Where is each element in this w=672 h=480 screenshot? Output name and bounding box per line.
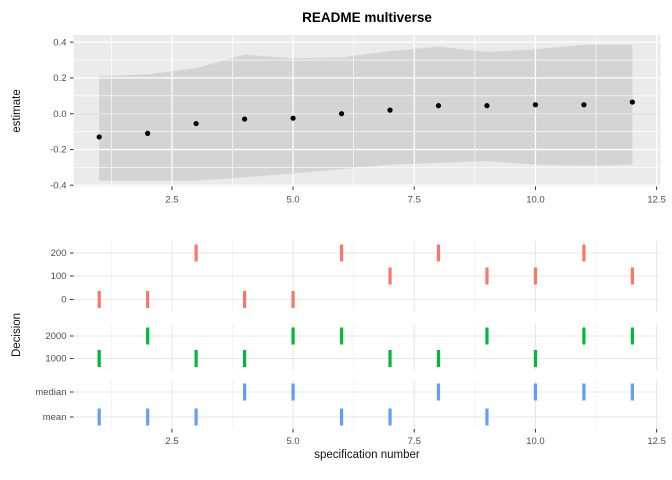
y-tick-label: 0.4 [53,37,66,48]
decision-tick [339,327,344,345]
estimate-panel [73,35,661,187]
decision-tick [485,267,489,285]
estimate-points [96,99,635,140]
decision-tick [243,383,247,401]
decision-tick [630,327,634,345]
decision-tick [533,267,538,285]
decision-tick [436,244,441,262]
decision-row-label: median [35,387,66,398]
decision-tick [97,291,101,308]
decision-tick [388,408,392,426]
decision-tick [146,408,150,426]
decision-tick [485,408,489,426]
x-tick-label: 10.0 [526,436,545,447]
x-tick-label: 7.5 [408,195,421,206]
estimate-point [435,103,442,109]
decision-tick [291,383,295,401]
top-axes: 2.5 5.0 7.5 10.0 12.5 0.4 0.2 0.0 -0.2 -0.4 [50,37,666,205]
estimate-point [581,102,587,108]
estimate-point [145,130,151,136]
decision-tick [533,383,538,401]
top-gridlines [73,35,661,187]
decision-row-label: mean [43,412,67,423]
x-tick-label: 2.5 [165,436,178,447]
decision-tick [194,350,198,367]
decision-tick [194,408,198,426]
decision-row-label: 0 [61,295,66,306]
estimate-point [338,111,345,117]
estimate-point [242,116,248,122]
estimate-point [629,99,635,105]
decision-tick [339,244,344,262]
estimate-point [96,134,102,140]
x-tick-label: 7.5 [408,436,421,447]
x-tick-label: 12.5 [647,195,666,206]
x-tick-label: 5.0 [286,436,299,447]
decision-tick [582,383,586,401]
decision-tick [582,244,586,262]
decision-tick [388,267,392,285]
decision-tick [146,291,150,308]
x-tick-label: 12.5 [647,436,666,447]
decision-tick [291,327,295,345]
decision-tick [582,327,586,345]
decision-tick [436,350,441,367]
decision-tick [630,383,634,401]
top-y-axis-title: estimate [11,89,23,133]
estimate-point [387,107,393,113]
decision-row-label: 2000 [45,331,66,342]
decision-row-label: 1000 [45,354,66,365]
estimate-point [532,102,539,108]
decision-row-label: 100 [51,271,67,282]
y-tick-label: -0.2 [50,145,66,156]
decision-tick [339,408,344,426]
decision-tick [533,350,538,367]
bottom-axes: 2.5 5.0 7.5 10.0 12.5 [165,429,666,447]
x-tick-label: 5.0 [286,195,299,206]
bottom-y-axis-title: Decision [11,312,23,358]
y-tick-label: 0.2 [53,73,66,84]
decision-tick [388,350,392,367]
estimate-point [484,103,490,109]
x-tick-label: 2.5 [165,195,178,206]
decision-tick [243,350,247,367]
decision-row-label: 200 [51,248,67,259]
y-tick-label: 0.0 [53,109,66,120]
decision-tick [97,408,101,426]
decision-facet-1: 2000 1000 [45,324,661,371]
x-tick-label: 10.0 [526,195,545,206]
decision-tick [291,291,295,308]
decision-tick [243,291,247,308]
decision-tick [146,327,150,345]
decision-tick [485,327,489,345]
decision-tick [97,350,101,367]
decision-tick [630,267,634,285]
decision-tick [194,244,198,262]
bottom-x-axis-title: specification number [314,449,420,461]
estimate-point [193,120,199,127]
decision-facet-0: 200 100 0 [51,241,661,312]
decision-tick [436,383,441,401]
decision-facet-2: median mean [35,380,661,429]
plot-title: README multiverse [302,10,432,25]
y-tick-label: -0.4 [50,180,66,191]
estimate-point [290,115,296,121]
